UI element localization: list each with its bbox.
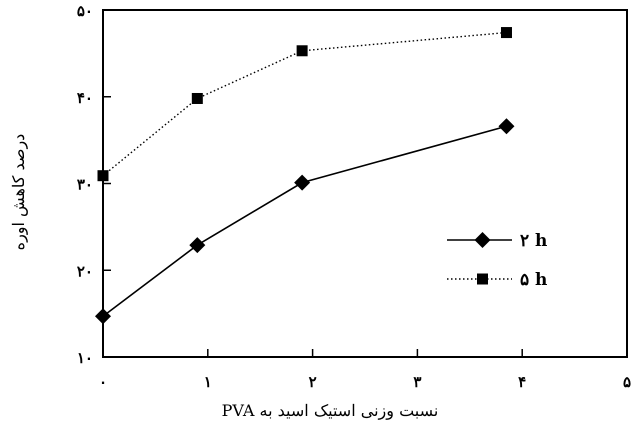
data-point <box>97 170 109 182</box>
data-point <box>95 308 111 325</box>
ticks: ۰ ۱ ۲ ۳ ۴ ۵ ۱۰ ۲۰ ۳۰ ۴۰ ۵۰ <box>77 2 631 391</box>
x-tick-label: ۰ <box>99 373 107 391</box>
data-point <box>294 174 311 191</box>
x-axis-title: نسبت وزنی استیک اسید به PVA <box>222 401 439 420</box>
x-tick-label: ۳ <box>413 373 421 391</box>
data-point <box>191 92 203 104</box>
x-tick-label: ۵ <box>623 373 631 391</box>
series-layer <box>95 27 515 325</box>
legend: ۲ h ۵ h <box>447 231 547 290</box>
data-point <box>296 45 308 57</box>
data-point <box>500 27 512 39</box>
y-axis-title: درصد کاهش اوره <box>9 134 28 251</box>
y-tick-label: ۲۰ <box>77 262 93 280</box>
legend-label: ۲ h <box>520 231 547 251</box>
series-1 <box>95 118 515 325</box>
x-tick-label: ۴ <box>518 373 526 391</box>
y-tick-label: ۱۰ <box>77 349 93 367</box>
axes <box>102 9 628 358</box>
legend-label: ۵ h <box>520 270 547 290</box>
legend-marker <box>477 273 488 285</box>
data-point <box>498 118 515 135</box>
series-line <box>102 125 507 317</box>
legend-marker <box>474 232 491 248</box>
y-tick-label: ۳۰ <box>77 176 93 194</box>
series-line <box>102 31 507 177</box>
x-tick-label: ۲ <box>309 373 317 391</box>
y-tick-label: ۵۰ <box>77 2 93 20</box>
plot-frame <box>102 9 628 358</box>
series-2 <box>97 27 512 182</box>
x-tick-label: ۱ <box>204 373 212 391</box>
data-point <box>189 237 206 254</box>
y-tick-label: ۴۰ <box>77 89 93 107</box>
